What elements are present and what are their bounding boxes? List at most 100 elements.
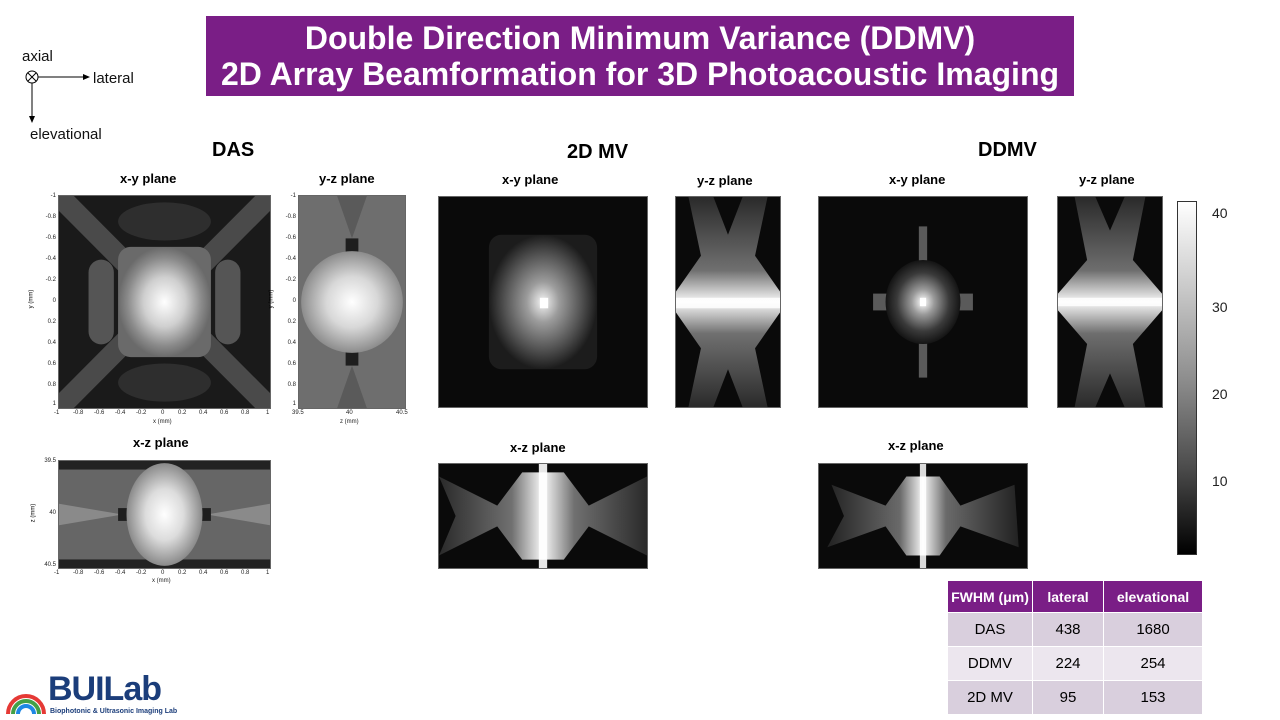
tick-label: 40.5 <box>396 410 408 416</box>
das-yz-yticks: -1 -0.8 -0.6 -0.4 -0.2 0 0.2 0.4 0.6 0.8… <box>280 193 296 409</box>
logo-subtitle: Biophotonic & Ultrasonic Imaging Lab <box>50 708 178 715</box>
tick-label: -1 <box>54 410 60 416</box>
ddmv-xz-image <box>818 463 1028 569</box>
tick-label: -0.8 <box>45 214 56 220</box>
tick-label: 0.8 <box>241 570 250 576</box>
tick-label: -1 <box>290 193 296 199</box>
das-xy-xticks: -1 -0.8 -0.6 -0.4 -0.2 0 0.2 0.4 0.6 0.8… <box>54 410 274 418</box>
das-yz-zlabel: z (mm) <box>340 419 359 425</box>
title-banner: Double Direction Minimum Variance (DDMV)… <box>206 16 1074 96</box>
tick-label: 0.4 <box>199 410 208 416</box>
title-line-2: 2D Array Beamformation for 3D Photoacous… <box>220 56 1060 92</box>
tick-label: -0.6 <box>45 235 56 241</box>
ddmv-xz-label: x-z plane <box>888 438 944 453</box>
orientation-indicator: axial lateral elevational <box>20 48 160 148</box>
tick-label: -0.4 <box>115 410 126 416</box>
das-xz-image <box>58 460 271 569</box>
tick-label: -0.2 <box>136 410 147 416</box>
elevational-header: elevational <box>1103 580 1203 613</box>
das-xz-zticks: 39.5 40 40.5 <box>40 458 56 570</box>
tick-label: 0.2 <box>287 319 296 325</box>
mv-yz-label: y-z plane <box>697 173 753 188</box>
das-xz-xlabel: x (mm) <box>152 578 171 584</box>
tick-label: 40 <box>346 410 353 416</box>
tick-label: 0.6 <box>287 361 296 367</box>
logo-text: BUILab <box>48 670 162 708</box>
tick-label: 0.6 <box>220 570 229 576</box>
tick-label: 0.2 <box>178 570 187 576</box>
tick-label: -0.2 <box>45 277 56 283</box>
tick-label: 0 <box>161 410 165 416</box>
table-row: DAS 438 1680 <box>947 612 1203 647</box>
tick-label: -0.6 <box>94 570 105 576</box>
mv-xy-image <box>438 196 648 408</box>
tick-label: 0 <box>161 570 165 576</box>
ddmv-xy-image <box>818 196 1028 408</box>
builab-logo: BUILab Biophotonic & Ultrasonic Imaging … <box>4 670 204 718</box>
tick-label: 0.8 <box>287 382 296 388</box>
das-xy-xlabel: x (mm) <box>153 419 172 425</box>
tick-label: 1 <box>52 401 56 407</box>
colorbar-tick: 20 <box>1212 386 1228 402</box>
lateral-cell: 438 <box>1032 612 1104 647</box>
lateral-cell: 95 <box>1032 680 1104 715</box>
tick-label: 0.4 <box>199 570 208 576</box>
tick-label: 0 <box>52 298 56 304</box>
tick-label: 0.4 <box>287 340 296 346</box>
tick-label: -1 <box>50 193 56 199</box>
tick-label: 0.8 <box>241 410 250 416</box>
colorbar-tick: 10 <box>1212 473 1228 489</box>
fwhm-header: FWHM (μm) <box>947 580 1033 613</box>
tick-label: 0.2 <box>47 319 56 325</box>
table-row: DDMV 224 254 <box>947 646 1203 681</box>
tick-label: -0.4 <box>285 256 296 262</box>
das-yz-image <box>298 195 406 409</box>
das-yz-ylabel: y (mm) <box>268 289 275 309</box>
axial-label: axial <box>22 48 53 65</box>
mv-xz-image <box>438 463 648 569</box>
tick-label: -0.8 <box>73 410 84 416</box>
title-line-1: Double Direction Minimum Variance (DDMV) <box>304 20 976 56</box>
das-xy-image <box>58 195 271 409</box>
lateral-label: lateral <box>93 70 134 87</box>
tick-label: 0 <box>292 298 296 304</box>
tick-label: 40.5 <box>44 562 56 568</box>
lateral-header: lateral <box>1032 580 1104 613</box>
tick-label: 40 <box>49 510 56 516</box>
table-row: 2D MV 95 153 <box>947 680 1203 715</box>
tick-label: -0.6 <box>285 235 296 241</box>
method-heading-ddmv: DDMV <box>978 139 1037 161</box>
tick-label: 0.4 <box>47 340 56 346</box>
colorbar-tick: 30 <box>1212 299 1228 315</box>
das-xy-label: x-y plane <box>120 171 177 186</box>
das-yz-label: y-z plane <box>319 171 375 186</box>
tick-label: -0.6 <box>94 410 105 416</box>
tick-label: 1 <box>292 401 296 407</box>
mv-xy-label: x-y plane <box>502 172 559 187</box>
method-cell: DDMV <box>947 646 1033 681</box>
ddmv-yz-label: y-z plane <box>1079 172 1135 187</box>
tick-label: -0.4 <box>115 570 126 576</box>
colorbar <box>1177 201 1197 555</box>
elevational-cell: 254 <box>1103 646 1203 681</box>
tick-label: 1 <box>266 570 270 576</box>
tick-label: -1 <box>54 570 60 576</box>
tick-label: 0.6 <box>220 410 229 416</box>
tick-label: 0.8 <box>47 382 56 388</box>
tick-label: -0.2 <box>285 277 296 283</box>
tick-label: 39.5 <box>44 458 56 464</box>
colorbar-tick: 40 <box>1212 205 1228 221</box>
das-yz-zticks: 39.5 40 40.5 <box>292 410 412 418</box>
tick-label: 0.6 <box>47 361 56 367</box>
tick-label: -0.2 <box>136 570 147 576</box>
ddmv-yz-image <box>1057 196 1163 408</box>
das-xz-xticks: -1 -0.8 -0.6 -0.4 -0.2 0 0.2 0.4 0.6 0.8… <box>54 570 274 578</box>
method-cell: DAS <box>947 612 1033 647</box>
das-xy-yticks: -1 -0.8 -0.6 -0.4 -0.2 0 0.2 0.4 0.6 0.8… <box>40 193 56 409</box>
axes-arrows-icon <box>25 70 90 123</box>
mv-xz-label: x-z plane <box>510 440 566 455</box>
tick-label: 1 <box>266 410 270 416</box>
rainbow-arc-icon <box>6 694 46 715</box>
ddmv-xy-label: x-y plane <box>889 172 946 187</box>
tick-label: 0.2 <box>178 410 187 416</box>
